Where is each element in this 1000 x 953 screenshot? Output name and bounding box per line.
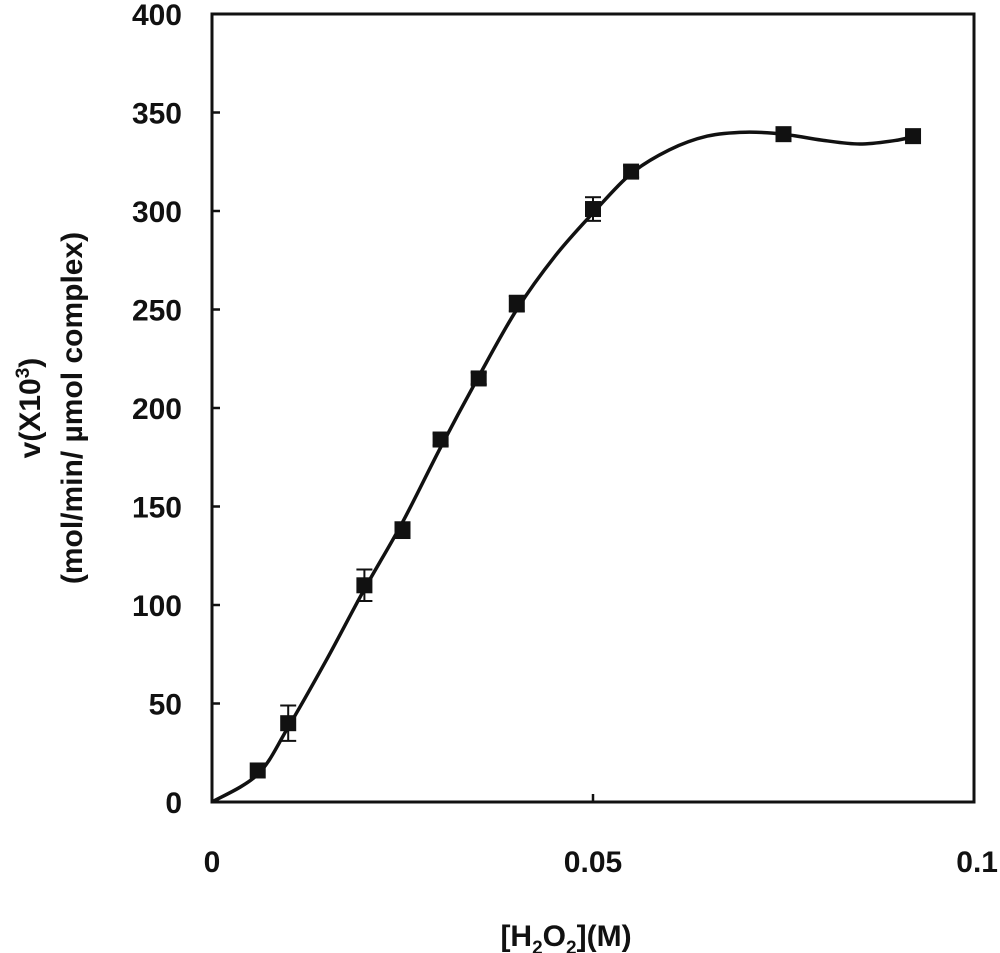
data-point [356, 577, 373, 594]
data-point [585, 201, 601, 218]
x-tick-label: 0.1 [956, 846, 998, 879]
y-axis-tick-labels: 0 50 100 150 200 250 300 350 400 [132, 0, 182, 820]
y-tick-label: 400 [132, 0, 182, 32]
y-axis-label-line1: v(X103) [13, 358, 47, 459]
data-point [432, 431, 449, 448]
x-axis-tick-labels: 0 0.05 0.1 [204, 846, 998, 879]
x-tick-label: 0.05 [564, 846, 622, 879]
data-point [280, 715, 297, 732]
data-point [775, 126, 792, 143]
y-tick-label: 100 [132, 590, 182, 623]
y-tick-label: 150 [132, 492, 182, 525]
x-axis-label: [H2O2](M) [500, 920, 631, 953]
data-point [508, 295, 525, 312]
y-axis-label-line2: (mol/min/ µmol complex) [56, 232, 89, 584]
x-tick-label: 0 [204, 846, 221, 879]
y-tick-label: 200 [132, 393, 182, 426]
y-tick-label: 0 [165, 787, 182, 820]
plot-area [210, 12, 976, 804]
data-point [249, 762, 266, 779]
data-point [905, 128, 922, 145]
y-tick-label: 50 [149, 689, 182, 722]
data-points [249, 126, 922, 779]
data-point [470, 370, 487, 387]
y-tick-label: 250 [132, 295, 182, 328]
y-tick-label: 300 [132, 196, 182, 229]
y-tick-label: 350 [132, 98, 182, 131]
fit-curve [211, 130, 914, 804]
data-point [394, 522, 411, 539]
data-point [623, 163, 640, 180]
